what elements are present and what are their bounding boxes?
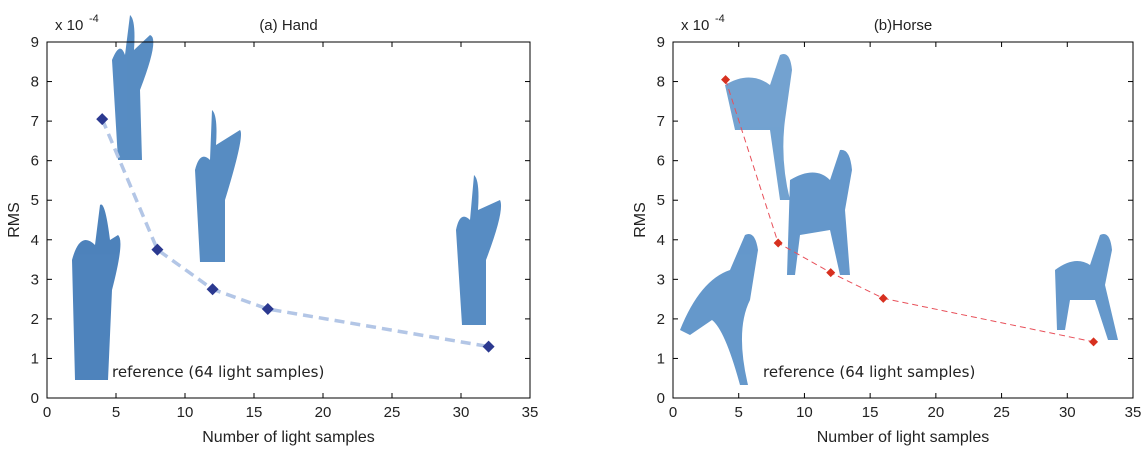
y-tick-label: 9 [657,34,665,51]
plot-box [672,41,1134,399]
data-point [1089,337,1099,347]
chart-title: (b)Horse [874,17,932,34]
x-tick-label: 20 [928,404,945,421]
data-point [151,243,164,256]
x-tick-label: 0 [43,404,51,421]
mesh-renders [72,15,1118,385]
y-tick-label: 4 [657,232,665,249]
y-tick-label: 4 [31,232,39,249]
y-tick-label: 7 [657,113,665,130]
y-tick-label: 5 [31,192,39,209]
annotation: reference (64 light samples) [763,363,975,381]
mesh-render [195,110,241,262]
y-axis-label: RMS [632,202,649,238]
y-tick-label: 0 [657,390,665,407]
y-tick-label: 3 [657,271,665,288]
y-tick-label: 2 [657,311,665,328]
data-point [261,303,274,315]
x-axis-label: Number of light samples [202,429,375,446]
y-tick-label: 3 [31,271,39,288]
x-tick-label: 25 [384,404,401,421]
data-point [878,293,888,303]
y-tick-label: 6 [657,153,665,170]
mesh-render [680,234,758,385]
y-tick-label: 1 [657,350,665,367]
y-tick-label: 2 [31,311,39,328]
data-point [482,340,495,353]
x-tick-label: 10 [177,404,194,421]
scale-base: x 10 [55,17,83,34]
y-tick-label: 8 [31,74,39,91]
y-tick-label: 0 [31,390,39,407]
data-point [773,238,783,248]
plot-box [46,41,531,399]
mesh-render [72,204,121,380]
y-tick-label: 6 [31,153,39,170]
x-tick-label: 0 [669,404,677,421]
mesh-render [112,15,154,160]
y-tick-label: 1 [31,350,39,367]
x-tick-label: 20 [315,404,332,421]
scale-exponent: -4 [89,13,99,25]
mesh-render [787,149,852,275]
x-tick-label: 35 [522,404,539,421]
x-tick-label: 15 [862,404,879,421]
x-tick-label: 30 [1059,404,1076,421]
mesh-render [725,54,792,200]
data-point [96,113,109,126]
data-point [826,268,836,278]
y-tick-label: 5 [657,192,665,209]
mesh-render [1055,234,1118,340]
x-tick-label: 30 [453,404,470,421]
annotation: reference (64 light samples) [112,363,324,381]
x-tick-label: 15 [246,404,263,421]
x-tick-label: 35 [1125,404,1142,421]
data-point [206,283,219,296]
chart-title: (a) Hand [259,17,317,34]
data-point [721,75,731,85]
series-line [100,118,489,349]
scale-exponent: -4 [715,13,725,25]
y-tick-label: 9 [31,34,39,51]
y-axis-label: RMS [6,202,23,238]
x-tick-label: 5 [112,404,120,421]
y-tick-label: 8 [657,74,665,91]
x-tick-label: 10 [796,404,813,421]
x-axis-label: Number of light samples [817,429,990,446]
scale-base: x 10 [681,17,709,34]
mesh-render [456,175,502,325]
x-tick-label: 5 [735,404,743,421]
x-tick-label: 25 [993,404,1010,421]
y-tick-label: 7 [31,113,39,130]
